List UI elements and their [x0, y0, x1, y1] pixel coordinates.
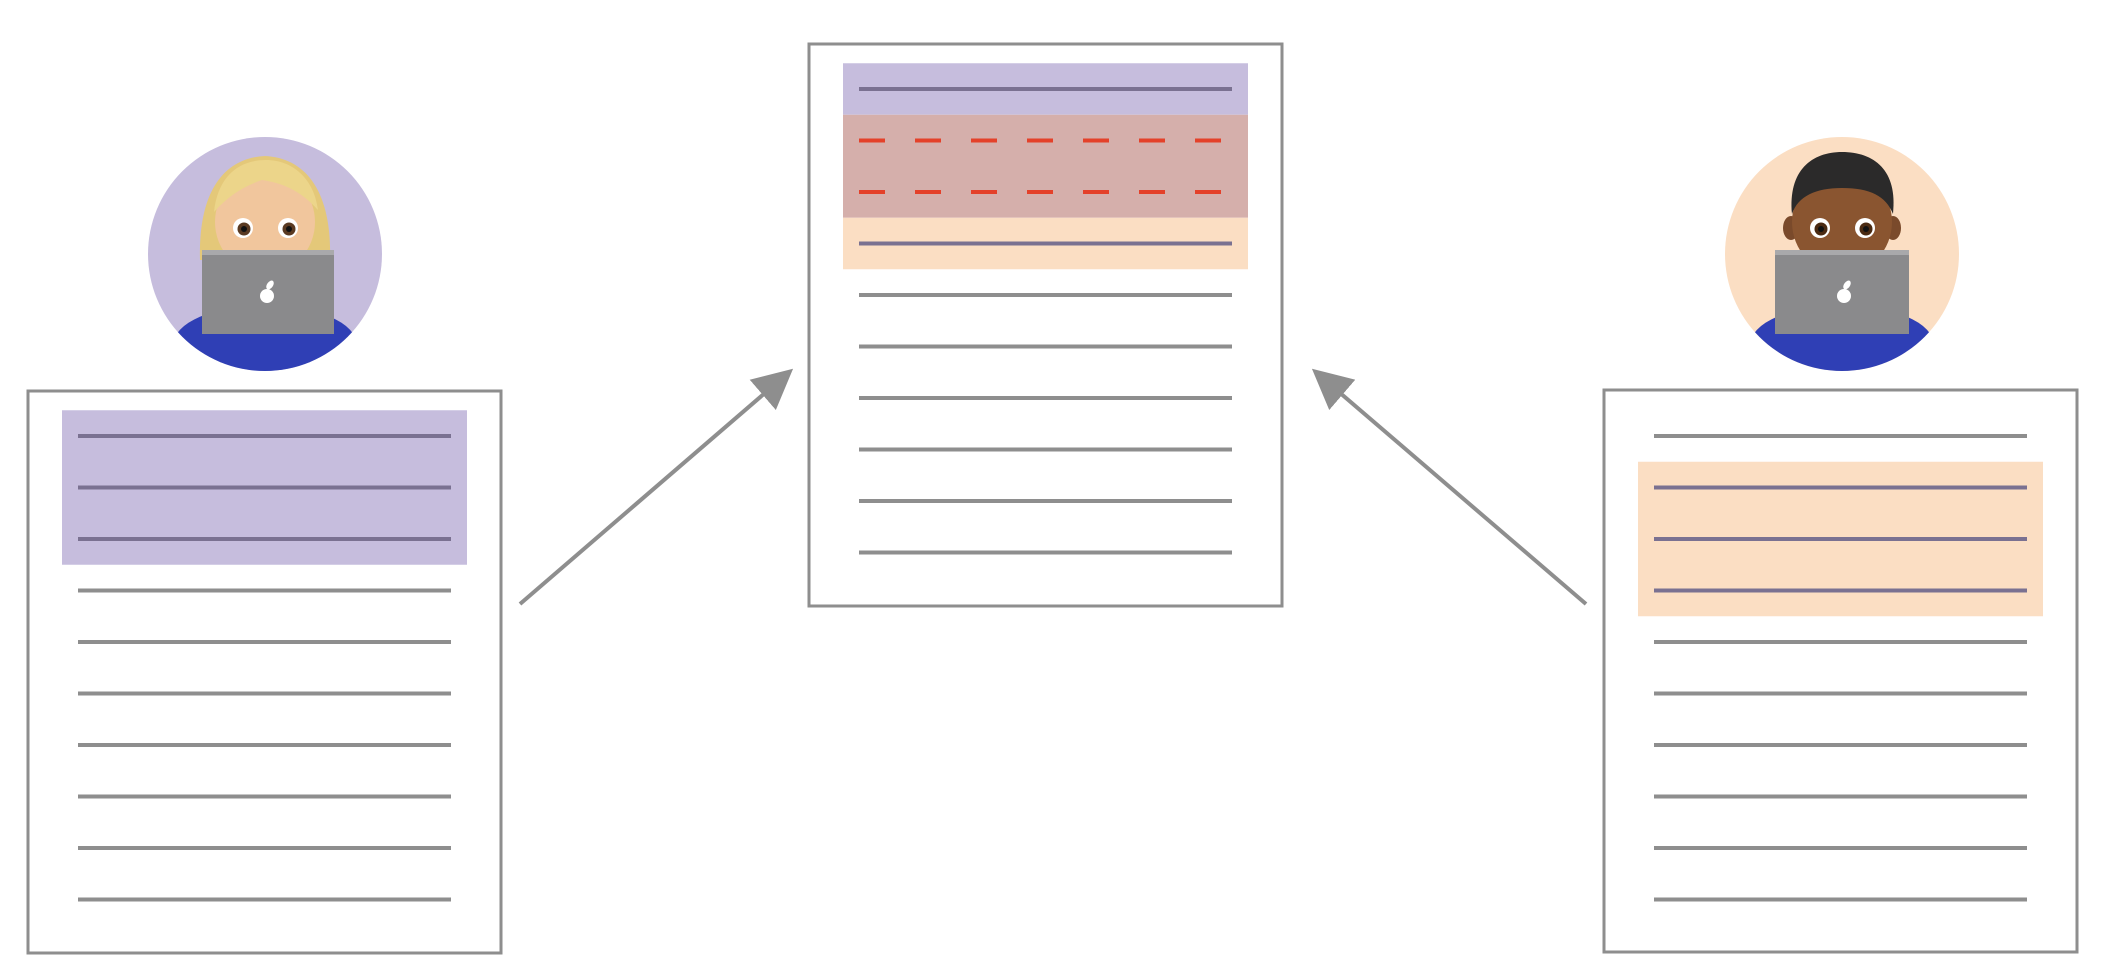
merged-document-lines — [859, 87, 1232, 555]
merged-highlight-conflict — [843, 114, 1248, 218]
left-avatar — [148, 137, 382, 371]
arrow-right-to-merged — [1311, 368, 1588, 606]
merged-document — [807, 42, 1284, 608]
left-document-lines — [78, 434, 451, 902]
right-avatar — [1725, 137, 1959, 371]
arrow-left-to-merged — [518, 368, 794, 606]
left-document — [26, 389, 503, 955]
right-document — [1602, 388, 2079, 954]
merged-document-highlights — [843, 63, 1248, 270]
right-document-lines — [1654, 434, 2027, 902]
